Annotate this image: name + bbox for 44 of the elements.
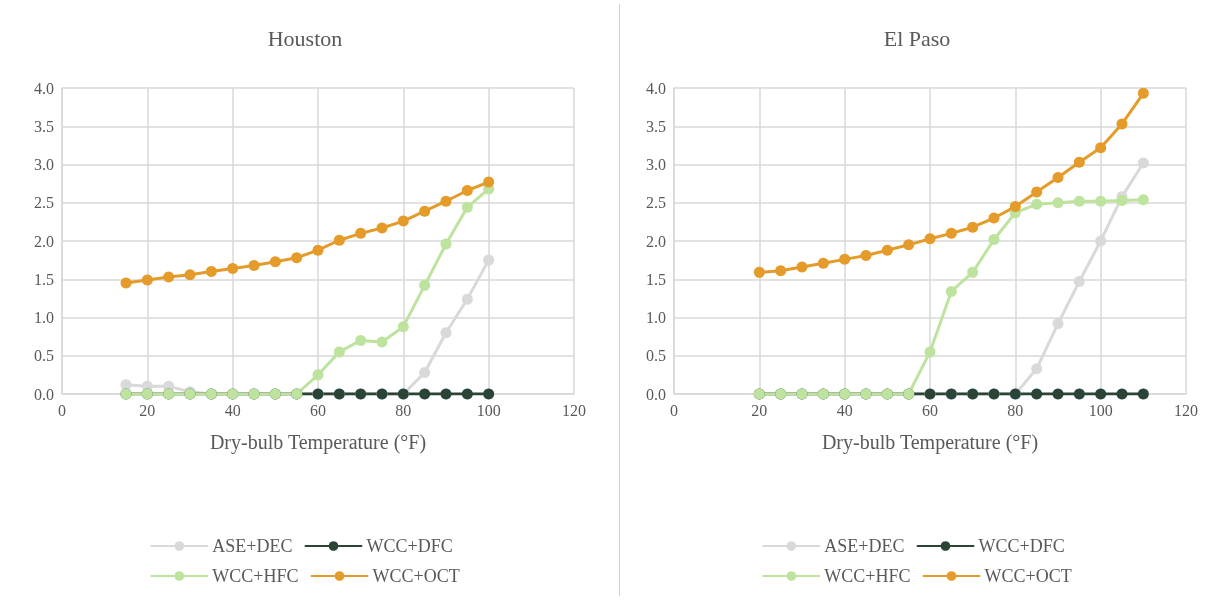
y-tick-label: 2.0 (34, 232, 54, 250)
x-axis-title: Dry-bulb Temperature (°F) (821, 431, 1039, 454)
chart-title: El Paso (883, 25, 951, 51)
legend-label: ASE+DEC (824, 536, 905, 556)
x-tick-label: 80 (1007, 401, 1024, 419)
x-tick-label: 20 (751, 401, 768, 419)
y-tick-label: 3.5 (646, 117, 666, 135)
legend-label: WCC+HFC (824, 566, 911, 586)
legend-label: WCC+OCT (984, 566, 1072, 586)
x-tick-label: 0 (58, 401, 66, 419)
y-tick-label: 0.0 (34, 385, 54, 403)
legend-label: WCC+DFC (366, 536, 453, 556)
y-tick-label: 2.5 (34, 194, 54, 212)
y-tick-label: 3.0 (646, 156, 666, 173)
y-tick-label: 4.0 (34, 79, 54, 97)
legend-label: WCC+OCT (372, 566, 460, 586)
x-tick-label: 0 (670, 401, 678, 419)
y-tick-label: 2.5 (646, 194, 666, 212)
x-tick-label: 100 (1088, 401, 1113, 419)
x-tick-label: 120 (1174, 401, 1198, 419)
x-tick-label: 60 (310, 401, 326, 419)
y-tick-label: 1.5 (34, 270, 54, 288)
y-tick-label: 0.0 (646, 385, 666, 403)
x-tick-label: 120 (562, 401, 586, 419)
y-tick-label: 3.5 (34, 117, 54, 135)
legend-label: WCC+HFC (212, 566, 299, 586)
legend-label: ASE+DEC (212, 536, 293, 556)
y-tick-label: 3.0 (34, 156, 54, 173)
y-tick-label: 2.0 (646, 232, 666, 250)
y-tick-label: 0.5 (34, 347, 54, 365)
x-tick-label: 40 (224, 401, 241, 419)
chart-title: Houston (267, 25, 343, 51)
x-tick-label: 60 (922, 401, 938, 419)
y-tick-label: 1.5 (646, 270, 666, 288)
x-tick-label: 100 (476, 401, 501, 419)
legend-label: WCC+DFC (978, 536, 1065, 556)
x-tick-label: 80 (395, 401, 412, 419)
x-tick-label: 20 (139, 401, 156, 419)
x-tick-label: 40 (836, 401, 853, 419)
x-axis-title: Dry-bulb Temperature (°F) (209, 431, 427, 454)
y-tick-label: 4.0 (646, 79, 666, 97)
y-tick-label: 0.5 (646, 347, 666, 365)
y-tick-label: 1.0 (646, 309, 666, 326)
y-tick-label: 1.0 (34, 309, 54, 326)
